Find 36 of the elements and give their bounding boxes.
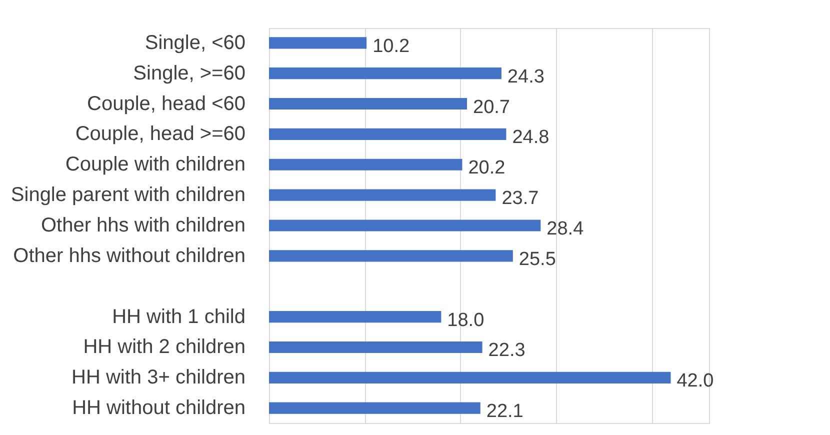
bar [269,311,442,323]
bar [269,372,671,384]
bar [269,250,513,262]
bar [269,189,496,201]
bar [269,37,367,49]
y-tick-label: Couple, head >=60 [75,123,246,146]
y-tick-label: Couple, head <60 [87,92,246,115]
data-label: 18.0 [447,310,484,331]
bar [269,341,482,354]
y-tick-label: Single, >=60 [133,62,246,84]
data-label: 20.2 [468,158,506,179]
data-label: 25.5 [518,248,556,270]
bar [269,402,480,414]
bar [269,158,462,170]
y-tick-label: Single parent with children [10,184,246,206]
y-tick-label: Other hhs with children [40,214,246,236]
data-label: 10.2 [372,36,410,57]
bar [269,128,506,140]
data-label: 22.1 [486,401,524,422]
data-label: 24.8 [512,127,550,148]
y-tick-label: Other hhs without children [13,244,246,267]
data-label: 23.7 [502,188,539,210]
y-tick-label: HH with 2 children [83,336,246,358]
data-label: 24.3 [507,66,544,88]
y-tick-label: HH without children [72,397,246,420]
y-tick-label: Couple with children [65,154,246,176]
data-label: 28.4 [546,218,584,240]
data-label: 42.0 [676,370,714,392]
y-tick-label: HH with 3+ children [72,366,246,389]
data-label: 22.3 [488,340,526,362]
data-label: 20.7 [473,96,510,118]
y-tick-label: HH with 1 child [112,306,246,328]
y-tick-label: Single, <60 [144,32,246,54]
bar [269,98,467,110]
bar [269,220,541,232]
bar [269,68,502,80]
